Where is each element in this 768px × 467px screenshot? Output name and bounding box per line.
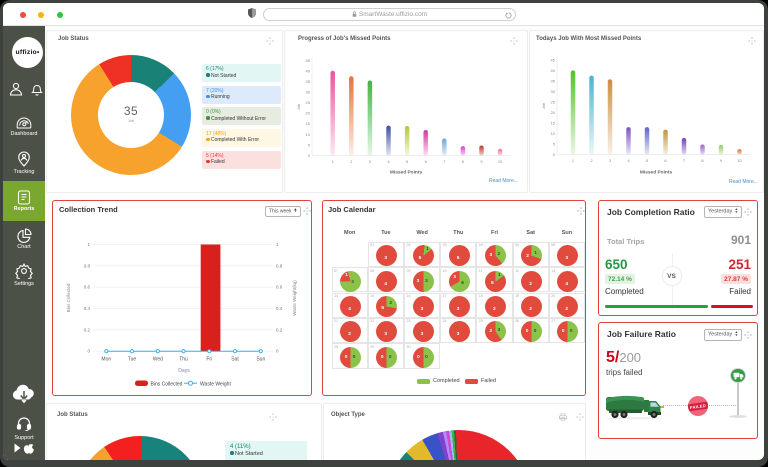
svg-text:10: 10	[498, 159, 503, 164]
svg-text:0.2: 0.2	[84, 327, 91, 332]
svg-text:40: 40	[306, 68, 311, 73]
svg-text:4: 4	[627, 158, 630, 163]
svg-text:1: 1	[87, 242, 90, 247]
svg-text:10: 10	[737, 158, 742, 163]
svg-text:Waste Weight(kg): Waste Weight(kg)	[292, 280, 297, 316]
svg-text:5: 5	[553, 142, 556, 147]
svg-text:1: 1	[332, 159, 335, 164]
svg-text:25: 25	[306, 100, 311, 105]
svg-text:7: 7	[683, 158, 686, 163]
svg-text:4: 4	[387, 159, 390, 164]
svg-text:10: 10	[551, 131, 556, 136]
svg-text:45: 45	[306, 58, 311, 63]
svg-text:0: 0	[87, 349, 90, 354]
svg-text:35: 35	[306, 79, 311, 84]
svg-text:10: 10	[306, 132, 311, 137]
svg-text:Thu: Thu	[179, 357, 188, 363]
svg-text:0.6: 0.6	[84, 285, 91, 290]
svg-text:1: 1	[572, 158, 575, 163]
svg-text:5: 5	[646, 158, 649, 163]
svg-text:15: 15	[306, 121, 311, 126]
svg-text:20: 20	[306, 111, 311, 116]
svg-text:Missed Points: Missed Points	[640, 170, 673, 176]
svg-text:3: 3	[369, 159, 372, 164]
svg-text:7: 7	[443, 159, 446, 164]
svg-text:15: 15	[551, 121, 556, 126]
svg-text:Waste Weight: Waste Weight	[200, 381, 231, 387]
svg-text:9: 9	[480, 159, 483, 164]
svg-text:30: 30	[306, 90, 311, 95]
svg-text:Job: Job	[541, 102, 546, 109]
svg-text:Bins Collected: Bins Collected	[66, 283, 71, 312]
svg-text:Sat: Sat	[231, 357, 239, 363]
svg-text:Missed Points: Missed Points	[390, 170, 423, 176]
svg-text:Mon: Mon	[101, 357, 111, 363]
svg-text:0: 0	[308, 153, 311, 158]
svg-text:40: 40	[551, 68, 556, 73]
svg-text:8: 8	[462, 159, 465, 164]
svg-text:45: 45	[551, 58, 556, 63]
svg-text:5: 5	[406, 159, 409, 164]
svg-text:0.8: 0.8	[84, 263, 91, 268]
svg-text:9: 9	[720, 158, 723, 163]
svg-text:Fri: Fri	[206, 357, 212, 363]
svg-text:0: 0	[276, 349, 279, 354]
svg-text:2: 2	[350, 159, 353, 164]
svg-text:0.4: 0.4	[276, 306, 283, 311]
svg-text:6: 6	[664, 158, 667, 163]
svg-text:1: 1	[276, 242, 279, 247]
svg-text:Days: Days	[178, 368, 190, 374]
svg-text:6: 6	[425, 159, 428, 164]
svg-text:8: 8	[701, 158, 704, 163]
svg-text:Job: Job	[296, 103, 301, 110]
svg-text:35: 35	[551, 79, 556, 84]
svg-text:0: 0	[553, 152, 556, 157]
svg-text:Bins Collected: Bins Collected	[151, 381, 183, 387]
svg-text:0.2: 0.2	[276, 327, 283, 332]
svg-text:2: 2	[590, 158, 593, 163]
svg-text:Tue: Tue	[128, 357, 137, 363]
svg-text:0.6: 0.6	[276, 285, 283, 290]
svg-text:30: 30	[551, 89, 556, 94]
svg-text:0.8: 0.8	[276, 263, 283, 268]
svg-text:25: 25	[551, 100, 556, 105]
svg-text:3: 3	[609, 158, 612, 163]
svg-text:0.4: 0.4	[84, 306, 91, 311]
svg-text:Sun: Sun	[256, 357, 265, 363]
svg-text:20: 20	[551, 110, 556, 115]
svg-text:5: 5	[308, 142, 311, 147]
svg-text:Wed: Wed	[153, 357, 163, 363]
